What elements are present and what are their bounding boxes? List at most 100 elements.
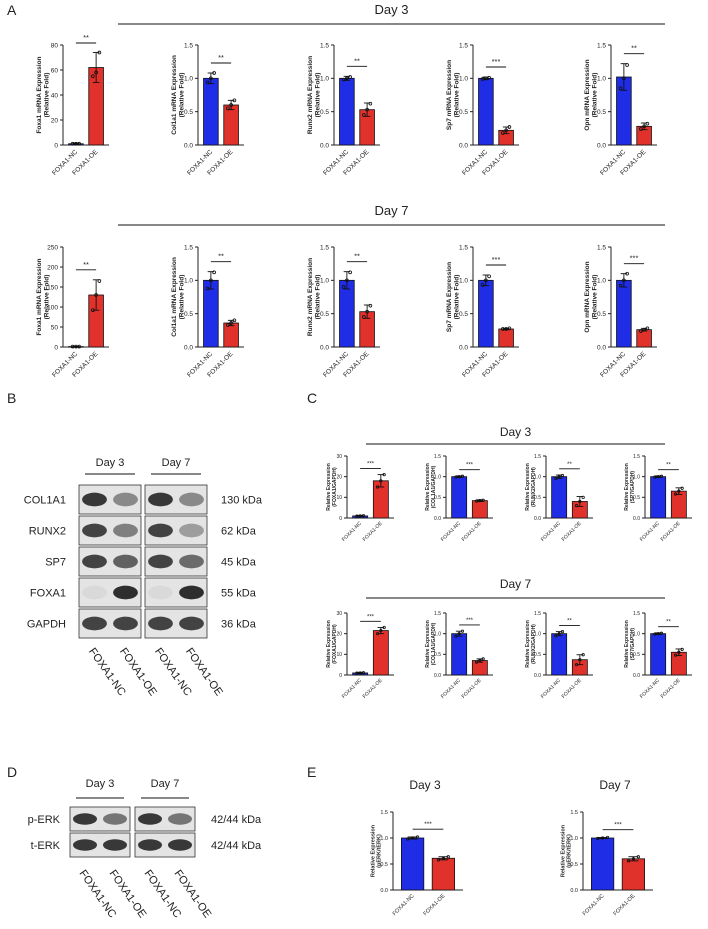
y-axis-label: Relative Expression — [525, 463, 531, 511]
y-tick-label: 1.5 — [459, 42, 468, 49]
data-point — [578, 658, 582, 662]
panel-label-b: B — [7, 390, 16, 406]
y-tick-label: 20 — [51, 117, 59, 124]
y-tick-label: 0.5 — [597, 109, 606, 116]
y-tick-label: 0.5 — [184, 109, 193, 116]
blot-band — [179, 554, 204, 569]
data-point — [659, 474, 664, 478]
bar-oe — [498, 328, 514, 348]
bar-oe — [372, 630, 389, 676]
blot-band — [138, 839, 162, 851]
data-point — [382, 472, 386, 477]
y-axis-label: Foxa1 mRNA Expression — [36, 56, 43, 133]
blot-band — [113, 492, 138, 507]
y-tick-label: 0.5 — [184, 311, 193, 318]
blot-day-label: Day 7 — [162, 457, 191, 469]
blot-band — [82, 554, 107, 569]
y-tick-label: 0.5 — [434, 495, 441, 501]
chart-title: Day 3 — [409, 778, 441, 792]
bar-nc — [478, 77, 494, 146]
data-point — [626, 859, 631, 863]
y-tick-label: 1.5 — [380, 810, 388, 816]
y-axis-label: Sp7 mRNA Expression — [446, 60, 453, 130]
data-point — [358, 671, 362, 675]
data-point — [212, 270, 216, 275]
y-tick-label: 1.5 — [459, 244, 468, 251]
data-point — [454, 634, 458, 638]
data-point — [581, 653, 585, 657]
data-point — [229, 321, 233, 325]
sig-label: *** — [466, 618, 474, 624]
y-axis-label: Relative Expression — [425, 620, 431, 668]
blot-kda-label: 42/44 kDa — [211, 814, 262, 826]
y-tick-label: 80 — [51, 42, 59, 49]
sig-label: ** — [218, 252, 224, 261]
y-tick-label: 0.5 — [597, 311, 606, 318]
y-axis-label-2: (Relative Fold) — [591, 275, 598, 320]
y-tick-label: 1.0 — [434, 474, 441, 480]
data-point — [554, 476, 558, 480]
data-point — [656, 632, 660, 636]
y-tick-label: 10 — [336, 652, 342, 658]
bar-oe — [636, 329, 652, 348]
y-axis-label: Relative Expression — [326, 463, 332, 511]
sig-label: ** — [83, 33, 89, 42]
x-tick-label: FOXA1-OE — [660, 677, 683, 700]
chart-title: Day 7 — [599, 778, 631, 792]
y-tick-label: 1.5 — [434, 454, 441, 460]
x-tick-label: FOXA1-OE — [660, 520, 683, 543]
data-point — [560, 629, 565, 634]
blot-row-label: COL1A1 — [24, 494, 66, 506]
y-tick-label: 1.0 — [597, 278, 606, 285]
blot-band — [148, 585, 173, 600]
data-point — [91, 74, 95, 79]
y-tick-label: 0.0 — [184, 142, 193, 149]
bar-nc — [591, 837, 615, 891]
y-axis-label-2: (Relative Fold) — [314, 73, 321, 118]
blot-row-label: FOXA1 — [30, 587, 66, 599]
bar-nc — [203, 279, 219, 348]
data-point — [474, 499, 479, 503]
data-point — [631, 857, 636, 861]
y-tick-label: 1.0 — [534, 474, 541, 480]
y-tick-label: 0.0 — [320, 344, 329, 351]
data-point — [348, 270, 352, 275]
sig-label: ** — [354, 56, 360, 65]
y-tick-label: 0.0 — [434, 673, 441, 679]
bar-chart: 0.0 0.5 1.0 1.5 Col1a1 mRNA Expression (Relat… — [171, 244, 244, 379]
bar-nc — [451, 476, 468, 519]
y-tick-label: 1.0 — [534, 631, 541, 637]
bar-nc — [551, 476, 568, 519]
x-tick-label: FOXA1-NC — [540, 520, 562, 542]
y-axis-label: Opn mRNA Expression — [584, 59, 591, 130]
blot-band — [73, 839, 97, 851]
y-tick-label: 1.5 — [534, 454, 541, 460]
data-point — [457, 475, 461, 479]
y-axis-label-2: (COL1A1/GAPDH) — [431, 622, 437, 665]
data-point — [642, 327, 646, 332]
day-title: Day 3 — [375, 2, 409, 17]
x-tick-label: FOXA1-NC — [540, 677, 562, 699]
y-axis-label-2: (Relative Fold) — [453, 73, 460, 118]
x-tick-label: FOXA1-NC — [392, 893, 416, 917]
blot-band — [148, 492, 173, 507]
data-point — [622, 278, 626, 283]
sig-label: *** — [424, 821, 432, 828]
data-point — [232, 98, 237, 103]
y-tick-label: 30 — [336, 611, 342, 617]
sig-label: *** — [492, 255, 501, 264]
data-point — [226, 106, 230, 111]
blot-row-label: SP7 — [45, 556, 66, 568]
blot-day-label: Day 3 — [86, 778, 115, 790]
y-axis-label-2: (Relative Fold) — [591, 73, 598, 118]
data-point — [656, 475, 660, 479]
data-point — [415, 835, 420, 839]
blot-band — [138, 813, 162, 825]
sig-label: *** — [367, 614, 375, 620]
data-point — [77, 344, 81, 349]
y-tick-label: 0.5 — [534, 495, 541, 501]
data-point — [625, 271, 629, 276]
data-point — [358, 514, 362, 518]
data-point — [379, 628, 383, 633]
